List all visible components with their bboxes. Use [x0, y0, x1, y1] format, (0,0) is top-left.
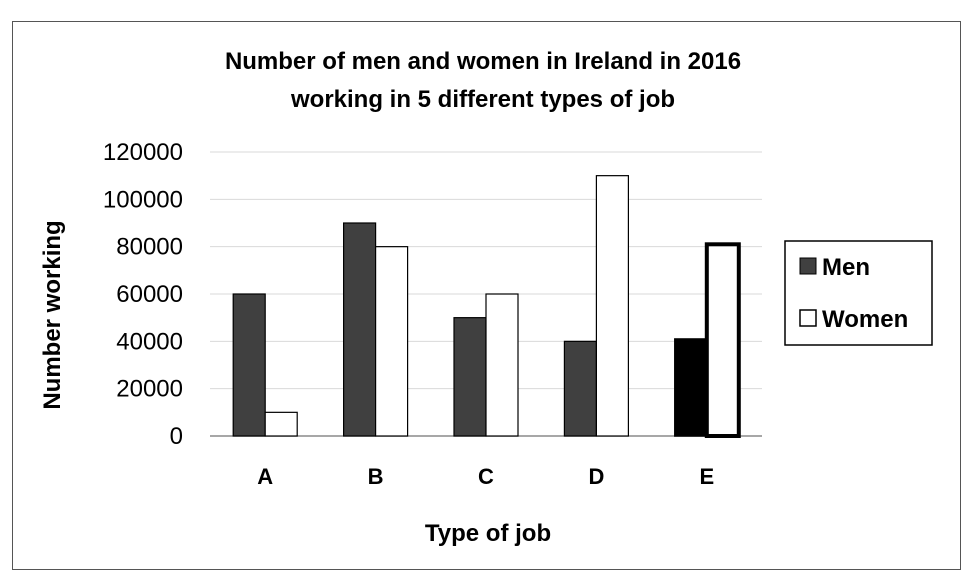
bar-men-b — [343, 222, 377, 437]
chart-frame: Number of men and women in Ireland in 20… — [12, 21, 961, 570]
x-tick-labels: A B C D E — [257, 464, 714, 489]
bar-women-a — [264, 411, 298, 437]
bar-men-d — [563, 340, 598, 437]
y-tick-label: 40000 — [116, 328, 183, 355]
bar-women-e — [704, 242, 741, 438]
gridlines — [210, 151, 762, 437]
legend-label-women: Women — [822, 306, 908, 333]
y-tick-label: 60000 — [116, 281, 183, 308]
x-axis-label: Type of job — [425, 520, 551, 547]
y-tick-label: 0 — [170, 423, 183, 450]
y-tick-label: 20000 — [116, 376, 183, 403]
x-tick-label: B — [368, 464, 384, 489]
legend-swatch-women — [799, 309, 817, 327]
bar-men-a — [232, 293, 266, 437]
x-tick-label: A — [257, 464, 273, 489]
bar-women-c — [485, 293, 519, 437]
y-axis-label: Number working — [39, 220, 66, 409]
bar-men-e — [674, 338, 708, 437]
chart-title-line-2: working in 5 different types of job — [290, 86, 675, 113]
x-tick-label: E — [699, 464, 714, 489]
x-tick-label: D — [588, 464, 604, 489]
bar-men-c — [453, 317, 487, 437]
y-tick-labels: 0 20000 40000 60000 80000 100000 120000 — [103, 139, 183, 450]
bar-women-b — [375, 246, 409, 437]
bars — [232, 175, 741, 438]
legend-box — [784, 240, 933, 346]
bar-chart: Number of men and women in Ireland in 20… — [39, 48, 933, 547]
chart-title-line-1: Number of men and women in Ireland in 20… — [225, 48, 741, 75]
y-tick-label: 100000 — [103, 186, 183, 213]
legend-swatch-men — [799, 257, 817, 275]
y-tick-label: 80000 — [116, 234, 183, 261]
bar-women-d — [595, 175, 630, 437]
y-tick-label: 120000 — [103, 139, 183, 166]
legend-label-men: Men — [822, 254, 870, 281]
x-tick-label: C — [478, 464, 494, 489]
legend: Men Women — [784, 240, 933, 346]
